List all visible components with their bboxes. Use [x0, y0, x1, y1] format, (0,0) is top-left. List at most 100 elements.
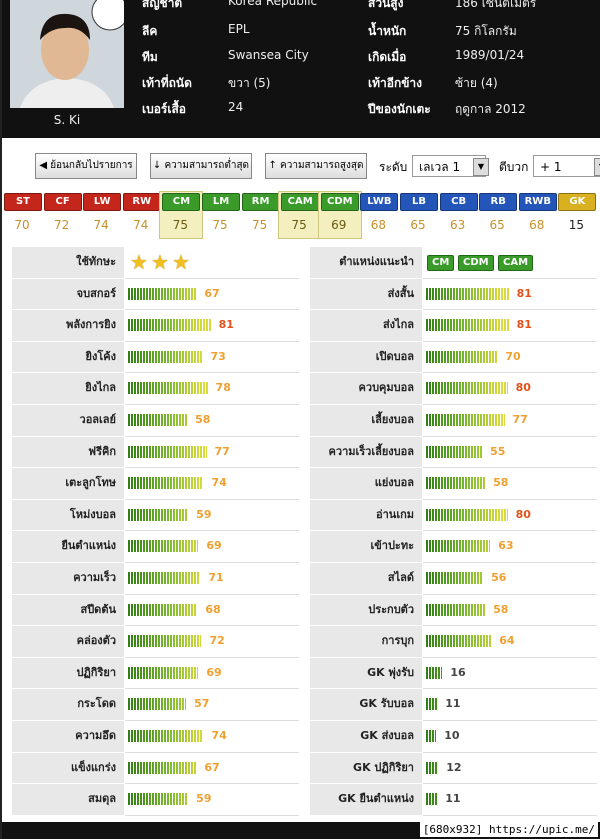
button-label: ความสามารถสูงสุด [280, 160, 364, 171]
stat-value-cell [125, 721, 299, 753]
stat-bar [426, 508, 508, 521]
position-rating: 75 [172, 218, 189, 232]
stat-value: 55 [490, 444, 506, 458]
stat-value: 80 [515, 507, 531, 521]
stat-label-cell: ยืนตำแหน่ง [12, 531, 124, 562]
position-badge: LWB [360, 193, 399, 211]
stat-label-cell: สปีดต้น [12, 594, 124, 626]
stat-label-cell: แข็งแกร่ง [12, 752, 124, 784]
stat-value: 12 [446, 760, 462, 774]
stat-value: 11 [445, 697, 461, 711]
stat-bar [128, 319, 211, 332]
stat-label-cell: ยิงไกล [12, 373, 124, 404]
position-badge: RB [479, 193, 518, 211]
stat-label-cell: ปฏิกิริยา [12, 657, 124, 689]
info-label: เท้าอีกข้าง [368, 76, 423, 90]
stat-label-cell: อ่านเกม [310, 499, 422, 531]
stat-bar [128, 635, 202, 648]
stat-label-cell: แย่งบอล [310, 468, 422, 499]
toolbar-button[interactable]: ↓ ความสามารถต่ำสุด [150, 153, 252, 179]
info-value: Swansea City [228, 48, 309, 62]
stat-value: 74 [211, 729, 227, 742]
stat-value: 56 [491, 571, 507, 584]
skill-star: ★ [151, 250, 169, 274]
stat-value: 81 [516, 286, 532, 300]
position-rating: 74 [133, 218, 149, 232]
info-label: ลีค [142, 24, 158, 38]
stat-label-cell: GK ปฏิกิริยา [310, 752, 422, 784]
stat-bar [426, 319, 509, 332]
info-label: น้ำหนัก [368, 24, 407, 38]
stat-value-cell [423, 752, 597, 785]
stat-value: 81 [218, 318, 234, 332]
stat-bar [426, 414, 505, 426]
plus-select[interactable]: + 1▼ [533, 155, 600, 177]
stat-label-cell: เตะลูกโทษ [12, 468, 124, 499]
stat-bar [128, 698, 187, 711]
stat-label-cell: การบุก [310, 626, 422, 657]
stat-bar [426, 287, 509, 300]
toolbar-button[interactable]: ↑ ความสามารถสูงสุด [265, 153, 367, 179]
stat-value: 80 [515, 381, 531, 395]
stat-value: 71 [208, 571, 224, 584]
stat-value: 68 [205, 602, 221, 616]
stat-label-cell: เปิดบอล [310, 341, 422, 373]
toolbar-button[interactable]: ◀ ย้อนกลับไปรายการ [35, 153, 137, 179]
stat-bar [128, 603, 198, 616]
stat-label-cell: เลี้ยงบอล [310, 405, 422, 436]
stat-bar [426, 666, 443, 679]
info-label: สัญชาติ [142, 0, 183, 10]
stat-bar [426, 445, 483, 458]
plus-label: ตีบวก [499, 160, 529, 174]
stat-value: 16 [450, 665, 466, 679]
stat-bar [426, 477, 486, 490]
stat-value: 77 [512, 413, 528, 426]
position-badge: LW [83, 193, 122, 211]
stat-label-cell: GK ส่งบอล [310, 721, 422, 752]
stat-bar [426, 350, 498, 363]
position-rating: 69 [331, 218, 347, 232]
stat-label-cell: GK ยืนตำแหน่ง [310, 784, 422, 815]
position-badge: ST [4, 193, 42, 211]
stat-bar [128, 666, 199, 679]
recommended-position: CDM [458, 255, 494, 271]
stat-label-cell: โหม่งบอล [12, 499, 124, 531]
stat-label-cell: สมดุล [12, 784, 124, 815]
stat-value: 70 [505, 349, 521, 363]
position-badge: CB [439, 193, 478, 211]
stat-value-cell [423, 784, 597, 816]
stat-label-cell: ยิงโค้ง [12, 341, 124, 373]
stat-bar [426, 793, 438, 806]
stat-value: 58 [195, 413, 211, 426]
select-arrow: ▼ [594, 158, 600, 176]
position-badge: CF [43, 193, 82, 211]
stat-bar [128, 477, 204, 490]
stat-value: 64 [499, 634, 515, 648]
stat-value-cell [423, 689, 597, 721]
stat-value: 10 [444, 729, 460, 742]
button-label: ความสามารถต่ำสุด [164, 160, 250, 171]
position-rating: 65 [410, 218, 426, 232]
position-rating: 68 [370, 218, 387, 232]
stat-bar [128, 414, 188, 426]
position-badge: RWB [518, 193, 557, 211]
stat-label-cell: กระโดด [12, 689, 124, 720]
info-value: ฤดูกาล 2012 [455, 102, 526, 116]
stat-value: 58 [493, 476, 509, 490]
position-badge: GK [558, 193, 597, 211]
stat-label-cell: ประกบตัว [310, 594, 422, 626]
info-value: EPL [228, 22, 250, 36]
stat-value: 72 [209, 634, 225, 648]
stat-value: 67 [204, 760, 220, 774]
skill-star: ★ [130, 250, 148, 274]
info-label: เกิดเมื่อ [368, 50, 407, 64]
position-rating: 15 [568, 218, 585, 232]
position-badge: CM [162, 193, 201, 211]
info-label: ทีม [142, 50, 158, 64]
stat-value: 69 [206, 665, 222, 679]
stat-value: 63 [498, 539, 514, 553]
stat-bar [426, 698, 438, 711]
stat-label-cell: สไลด์ [310, 563, 422, 594]
level-select[interactable]: เลเวล 1 ▼ [412, 155, 489, 177]
select-arrow: ▼ [473, 158, 489, 176]
